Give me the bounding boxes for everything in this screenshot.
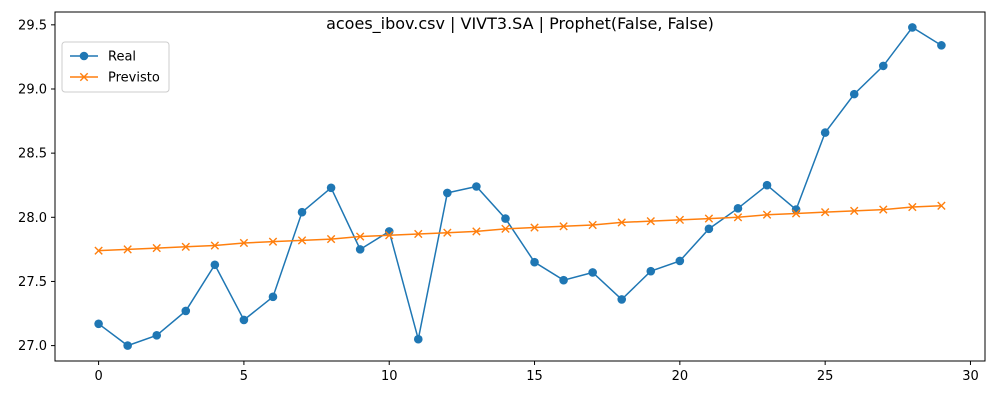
data-point-real: [675, 256, 685, 266]
x-tick-label: 25: [817, 369, 834, 384]
data-point-previsto: [239, 238, 249, 248]
data-point-real: [908, 23, 917, 32]
x-tick-label: 5: [240, 369, 248, 384]
x-tick-label: 0: [94, 369, 102, 384]
legend: Real Previsto: [61, 41, 170, 93]
data-point-real: [588, 268, 597, 277]
y-tick-label: 29.5: [18, 18, 47, 33]
data-point-previsto: [443, 228, 452, 237]
data-point-previsto: [733, 213, 743, 222]
chart-title: acoes_ibov.csv | VIVT3.SA | Prophet(Fals…: [326, 14, 714, 34]
data-point-previsto: [850, 206, 859, 216]
y-axis-ticks: 27.0 27.5 28.0 28.5 29.0 29.5: [18, 18, 55, 354]
data-point-previsto: [559, 222, 568, 231]
data-point-previsto: [414, 229, 423, 239]
data-point-real: [268, 292, 278, 302]
data-point-previsto: [268, 237, 278, 246]
data-point-real: [239, 315, 249, 325]
data-point-previsto: [501, 224, 510, 234]
series-previsto: [94, 201, 946, 255]
data-point-previsto: [675, 215, 685, 225]
x-tick-label: 10: [381, 369, 398, 384]
legend-label-previsto: Previsto: [108, 71, 160, 86]
data-point-previsto: [646, 216, 655, 226]
data-point-real: [704, 224, 714, 234]
legend-label-real: Real: [108, 50, 136, 65]
data-point-previsto: [908, 202, 917, 212]
x-tick-label: 30: [962, 369, 979, 384]
legend-box: [61, 41, 170, 93]
data-point-previsto: [937, 201, 946, 210]
data-point-previsto: [181, 242, 190, 251]
legend-marker-real: [79, 51, 89, 61]
data-point-real: [413, 334, 423, 344]
data-point-previsto: [530, 223, 539, 232]
data-point-real: [123, 341, 132, 350]
data-point-previsto: [326, 234, 336, 244]
data-point-real: [297, 207, 307, 217]
series-real: [94, 23, 946, 350]
data-point-real: [820, 128, 830, 137]
data-point-previsto: [210, 241, 220, 250]
data-point-real: [472, 182, 481, 191]
y-tick-label: 28.0: [18, 211, 47, 226]
x-axis-ticks: 0 5 10 15 20 25 30: [94, 361, 979, 384]
data-point-real: [94, 319, 103, 329]
data-point-real: [501, 214, 510, 223]
x-tick-label: 20: [672, 369, 689, 384]
data-point-previsto: [152, 243, 161, 253]
data-point-previsto: [94, 246, 103, 255]
series-line-real: [98, 26, 942, 347]
data-point-real: [530, 257, 539, 267]
plot-frame: [54, 11, 986, 362]
legend-marker-previsto: [79, 72, 89, 82]
data-point-real: [355, 245, 365, 254]
data-point-previsto: [588, 220, 597, 230]
data-point-real: [733, 204, 743, 213]
data-point-real: [937, 41, 946, 50]
y-tick-label: 28.5: [18, 147, 47, 162]
data-point-previsto: [762, 210, 772, 219]
data-point-previsto: [472, 227, 481, 236]
data-point-previsto: [123, 245, 132, 254]
data-point-real: [210, 260, 220, 270]
data-point-previsto: [704, 214, 714, 223]
data-point-real: [646, 266, 656, 276]
data-point-real: [617, 295, 627, 304]
data-point-previsto: [355, 232, 365, 241]
data-point-real: [181, 306, 191, 316]
data-point-previsto: [385, 231, 394, 240]
series-line-previsto: [98, 205, 942, 252]
data-point-real: [849, 89, 859, 99]
data-point-real: [762, 180, 772, 190]
data-point-real: [443, 188, 452, 198]
data-point-real: [152, 331, 162, 340]
y-tick-label: 27.5: [18, 275, 47, 290]
data-point-real: [326, 183, 336, 193]
x-tick-label: 15: [526, 369, 543, 384]
y-tick-label: 29.0: [18, 82, 47, 97]
data-point-previsto: [791, 209, 801, 218]
data-point-previsto: [879, 205, 888, 214]
data-point-previsto: [617, 218, 626, 227]
data-point-previsto: [820, 207, 830, 217]
plot-series: [94, 23, 946, 350]
data-point-real: [878, 61, 888, 71]
y-tick-label: 27.0: [18, 339, 47, 354]
data-point-real: [559, 275, 568, 285]
data-point-previsto: [297, 236, 307, 245]
